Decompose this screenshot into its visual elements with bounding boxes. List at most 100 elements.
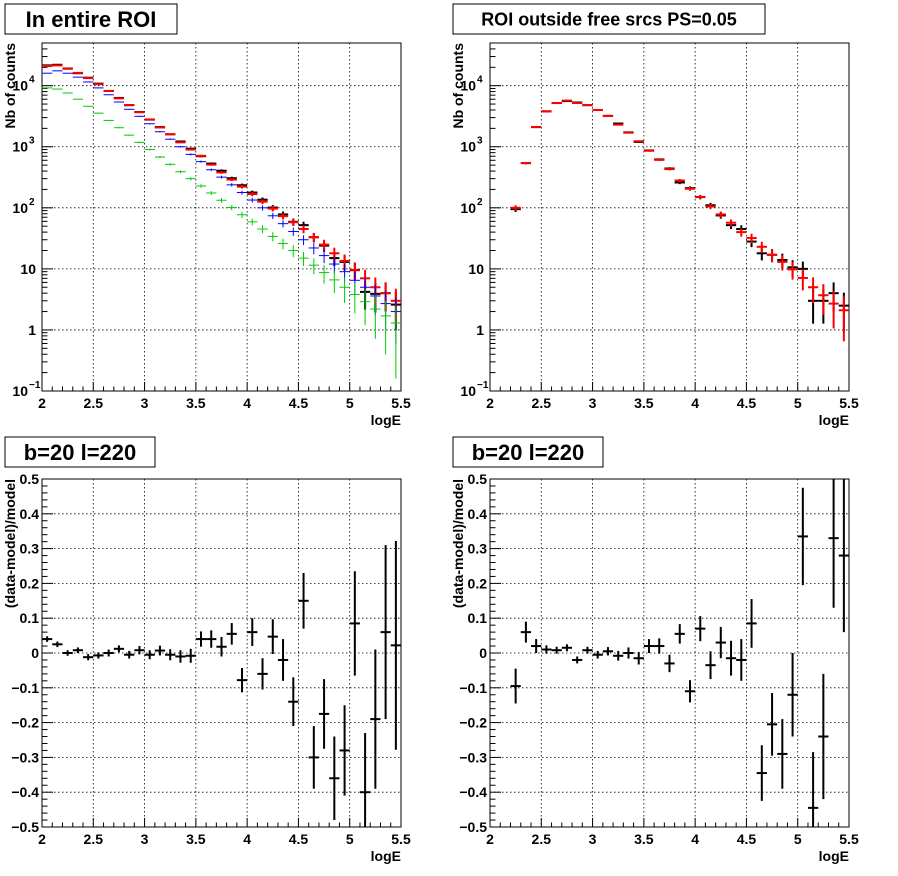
data-point [767,249,777,262]
y-tick-label: 0 [31,645,39,661]
data-point [828,291,838,328]
data-point [288,219,298,226]
y-tick-label: −0.4 [11,784,39,800]
data-point [623,647,633,658]
data-point [196,161,206,163]
data-point [186,649,196,663]
x-axis-label: logE [371,848,401,864]
data-point [634,141,644,143]
y-tick-label: 0.4 [468,506,488,522]
data-point [206,168,216,171]
data-point [593,651,603,659]
data-point [726,641,736,676]
series-1 [42,541,401,827]
data-point [319,679,329,749]
data-point [798,488,808,585]
y-tick-label: 10 [12,139,28,155]
x-tick-label: 4.5 [737,831,757,847]
data-point [736,639,746,681]
data-point [145,650,155,659]
data-point [257,205,267,210]
data-point [93,88,103,89]
data-point [391,306,401,378]
data-point [572,103,582,104]
y-tick-label: 10 [460,139,476,155]
y-tick-label: −0.1 [459,680,487,696]
data-point [145,149,155,151]
data-point [124,105,134,106]
y-tick-exponent: 2 [477,197,483,208]
data-point [52,89,62,90]
data-point [380,301,390,355]
data-point [644,150,654,152]
x-tick-label: 3.5 [186,831,206,847]
data-point [798,270,808,291]
data-point [552,103,562,104]
y-tick-label: 10 [12,200,28,216]
y-axis-label: (data-model)/model [450,479,466,608]
data-point [114,127,124,128]
data-point [309,726,319,789]
data-point [380,545,390,719]
data-point [83,654,93,660]
data-point [134,112,144,113]
data-point [572,656,582,663]
y-tick-label: 0.4 [20,506,40,522]
y-axis-label: (data-model)/model [2,479,18,608]
data-point [206,191,216,195]
data-point [370,295,380,338]
data-point [644,639,654,653]
data-point [787,653,797,737]
series-3 [42,71,401,344]
data-point [839,479,849,632]
x-tick-label: 5 [794,395,802,411]
data-point [268,213,278,219]
data-point [134,116,144,117]
data-point [175,650,185,663]
data-point [309,233,319,242]
plot-frame [490,43,849,391]
x-tick-label: 3 [141,395,149,411]
data-point [155,646,165,656]
data-point [716,212,726,218]
y-tick-label: 10 [460,200,476,216]
data-point [695,195,705,199]
data-point [206,630,216,647]
data-point [124,134,134,135]
data-point [73,99,83,100]
x-tick-label: 3 [589,831,597,847]
x-tick-label: 3.5 [634,395,654,411]
data-point [165,134,175,135]
data-point [329,737,339,821]
data-point [268,232,278,241]
data-point [155,156,165,158]
y-tick-exponent: 3 [29,136,35,147]
data-point [746,599,756,648]
data-point [309,258,319,274]
y-tick-label: 10 [12,383,28,399]
data-point [247,198,257,203]
data-point [511,669,521,704]
data-point [216,198,226,203]
y-axis: −0.5−0.4−0.3−0.2−0.100.10.20.30.40.5(dat… [2,471,53,835]
data-point [634,652,644,665]
data-point [370,650,380,789]
data-point [165,649,175,660]
data-point [196,184,206,188]
chart-title: b=20 l=220 [472,440,585,465]
x-tick-label: 4.5 [289,395,309,411]
data-point [309,243,319,254]
x-tick-label: 2.5 [84,831,104,847]
data-point [552,647,562,654]
data-point [298,573,308,629]
data-point [339,277,349,303]
data-point [196,155,206,157]
data-point [227,623,237,645]
x-axis-label: logE [819,412,849,428]
